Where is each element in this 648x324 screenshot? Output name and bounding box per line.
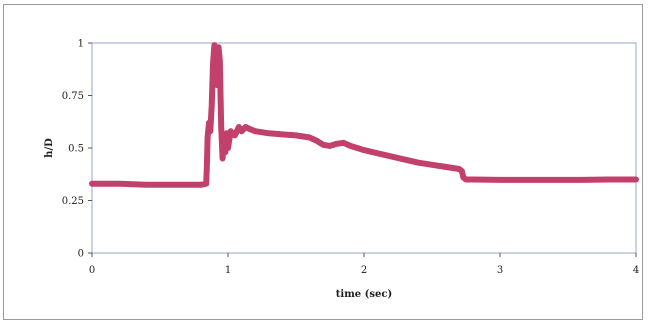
x-tick-label: 2 (361, 265, 367, 276)
line-chart: 0 0.25 0.5 0.75 1 0 1 2 3 4 h/D time (sec) (44, 39, 639, 301)
y-tick-label: 1 (78, 39, 84, 50)
y-tick-label: 0.5 (68, 144, 84, 155)
series-group (89, 42, 639, 188)
x-axis-ticks: 0 1 2 3 4 (89, 253, 639, 276)
x-tick-label: 4 (633, 265, 639, 276)
x-tick-label: 1 (225, 265, 231, 276)
x-tick-label: 3 (497, 265, 503, 276)
y-tick-label: 0.75 (62, 91, 84, 102)
y-axis-ticks: 0 0.25 0.5 0.75 1 (62, 39, 92, 260)
x-tick-label: 0 (89, 265, 95, 276)
x-axis-title: time (sec) (336, 289, 392, 300)
y-tick-label: 0.25 (62, 196, 84, 207)
chart-frame: 0 0.25 0.5 0.75 1 0 1 2 3 4 h/D time (sec) (3, 4, 643, 320)
y-tick-label: 0 (78, 249, 84, 260)
series-line (89, 42, 639, 188)
y-axis-title: h/D (44, 138, 55, 158)
